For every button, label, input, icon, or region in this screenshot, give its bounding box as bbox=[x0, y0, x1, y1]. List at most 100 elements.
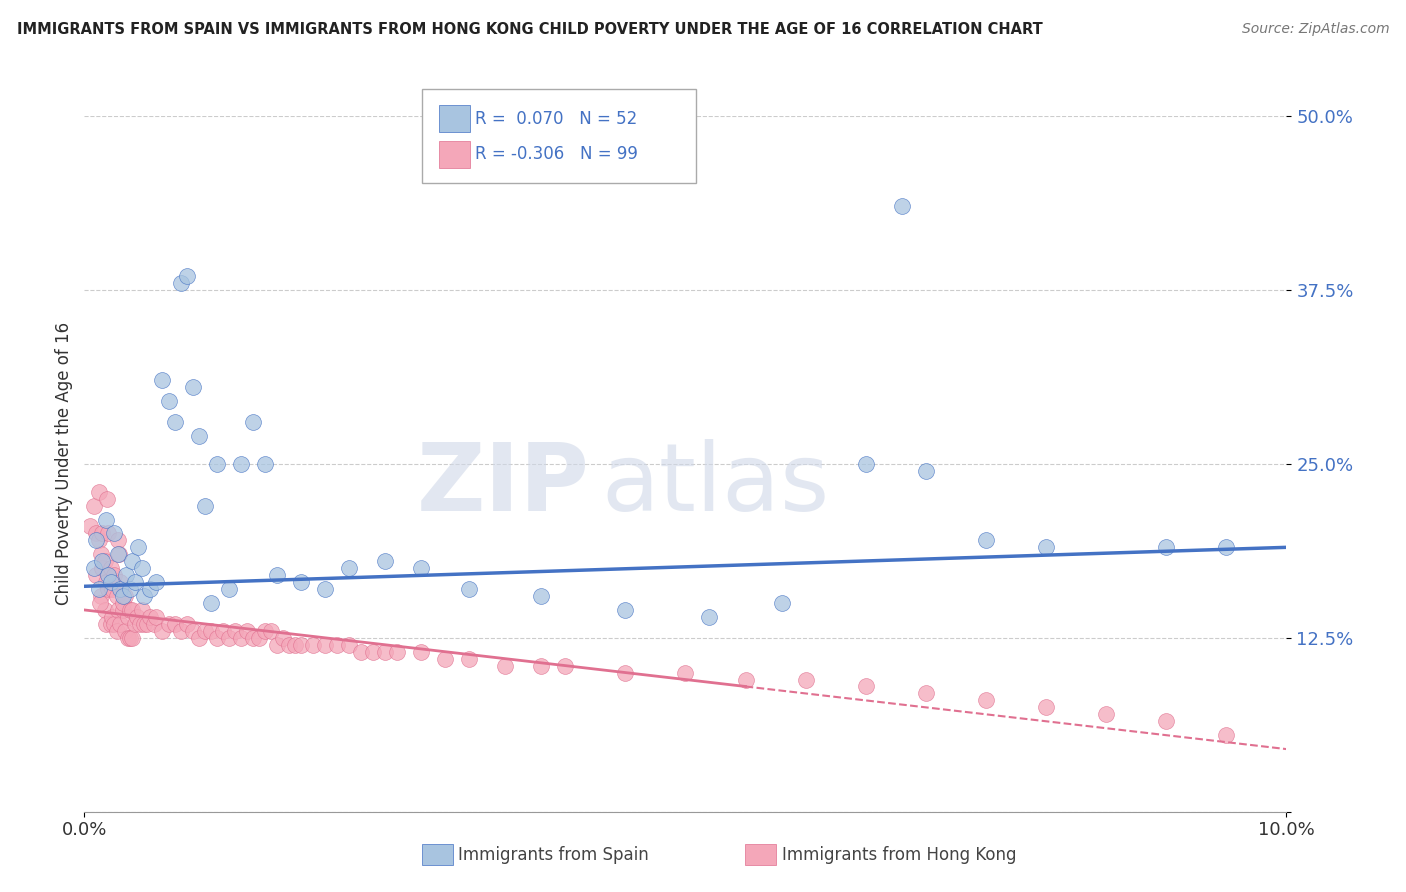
Point bbox=[117, 631, 139, 645]
Point bbox=[97, 526, 120, 541]
Text: R = -0.306   N = 99: R = -0.306 N = 99 bbox=[475, 145, 638, 163]
Point bbox=[290, 575, 312, 590]
Point bbox=[699, 610, 721, 624]
Point bbox=[187, 429, 209, 443]
Point bbox=[157, 616, 180, 631]
Point bbox=[114, 624, 136, 638]
Point bbox=[458, 582, 481, 596]
Point bbox=[131, 603, 153, 617]
Point bbox=[176, 268, 198, 283]
Point bbox=[121, 631, 143, 645]
Point bbox=[79, 519, 101, 533]
Point bbox=[530, 589, 553, 603]
Point bbox=[1035, 700, 1057, 714]
Point bbox=[271, 631, 294, 645]
Point bbox=[205, 631, 228, 645]
Point bbox=[290, 638, 312, 652]
Point bbox=[97, 582, 120, 596]
Text: IMMIGRANTS FROM SPAIN VS IMMIGRANTS FROM HONG KONG CHILD POVERTY UNDER THE AGE O: IMMIGRANTS FROM SPAIN VS IMMIGRANTS FROM… bbox=[17, 22, 1043, 37]
Point bbox=[121, 603, 143, 617]
Point bbox=[224, 624, 246, 638]
Point bbox=[337, 638, 360, 652]
Point bbox=[284, 638, 307, 652]
Point bbox=[194, 499, 217, 513]
Point bbox=[350, 645, 373, 659]
Point bbox=[200, 596, 222, 610]
Point bbox=[127, 541, 149, 555]
Point bbox=[974, 693, 997, 707]
Point bbox=[90, 547, 112, 561]
Point bbox=[111, 603, 134, 617]
Point bbox=[87, 533, 110, 548]
Point bbox=[110, 616, 132, 631]
Point bbox=[374, 554, 396, 568]
Point bbox=[890, 199, 912, 213]
Point bbox=[163, 616, 186, 631]
Point bbox=[434, 651, 457, 665]
Point bbox=[218, 631, 240, 645]
Point bbox=[409, 561, 432, 575]
Point bbox=[134, 589, 156, 603]
Point bbox=[169, 624, 191, 638]
Point bbox=[124, 575, 146, 590]
Point bbox=[974, 533, 997, 548]
Point bbox=[734, 673, 756, 687]
Point bbox=[105, 624, 128, 638]
Point bbox=[314, 582, 336, 596]
Point bbox=[181, 380, 204, 394]
Point bbox=[83, 499, 105, 513]
Point bbox=[111, 596, 134, 610]
Point bbox=[91, 561, 114, 575]
Point bbox=[107, 603, 129, 617]
Point bbox=[145, 610, 167, 624]
Point bbox=[91, 554, 114, 568]
Point bbox=[169, 276, 191, 290]
Point bbox=[107, 547, 129, 561]
Point bbox=[94, 554, 117, 568]
Point bbox=[229, 631, 252, 645]
Point bbox=[247, 631, 270, 645]
Text: Source: ZipAtlas.com: Source: ZipAtlas.com bbox=[1241, 22, 1389, 37]
Point bbox=[855, 457, 877, 471]
Point bbox=[235, 624, 257, 638]
Point bbox=[105, 589, 128, 603]
Point bbox=[115, 568, 138, 582]
Point bbox=[218, 582, 240, 596]
Point bbox=[96, 491, 118, 506]
Point bbox=[242, 415, 264, 429]
Point bbox=[118, 582, 141, 596]
Point bbox=[87, 484, 110, 499]
Point bbox=[145, 575, 167, 590]
Point bbox=[915, 686, 938, 700]
Point bbox=[118, 603, 141, 617]
Point bbox=[194, 624, 217, 638]
Point bbox=[128, 616, 150, 631]
Point bbox=[139, 582, 162, 596]
Point bbox=[100, 561, 122, 575]
Point bbox=[90, 589, 112, 603]
Point bbox=[915, 464, 938, 478]
Point bbox=[1095, 707, 1118, 722]
Point bbox=[260, 624, 283, 638]
Point bbox=[361, 645, 384, 659]
Point bbox=[494, 658, 516, 673]
Point bbox=[139, 610, 162, 624]
Point bbox=[855, 680, 877, 694]
Point bbox=[374, 645, 396, 659]
Point bbox=[326, 638, 349, 652]
Point bbox=[554, 658, 576, 673]
Point bbox=[103, 526, 125, 541]
Point bbox=[181, 624, 204, 638]
Point bbox=[111, 589, 134, 603]
Point bbox=[94, 512, 117, 526]
Point bbox=[314, 638, 336, 652]
Point bbox=[100, 616, 122, 631]
Point bbox=[121, 554, 143, 568]
Point bbox=[385, 645, 408, 659]
Point bbox=[124, 616, 146, 631]
Text: ZIP: ZIP bbox=[416, 439, 589, 531]
Point bbox=[277, 638, 299, 652]
Point bbox=[91, 526, 114, 541]
Point bbox=[675, 665, 697, 680]
Point bbox=[127, 610, 149, 624]
